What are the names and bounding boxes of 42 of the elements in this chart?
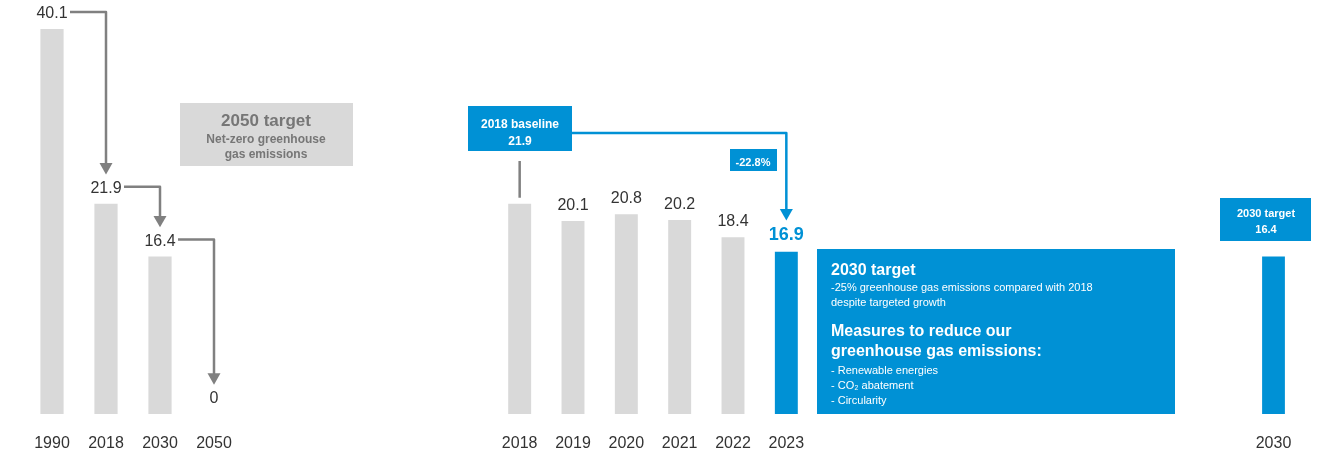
x-tick-label: 2030: [1255, 433, 1292, 451]
x-tick-label: 2020: [608, 433, 645, 451]
data-label: 16.4: [144, 231, 176, 249]
text: greenhouse gas emissions:: [831, 342, 1042, 359]
annotation: 2050 target: [221, 111, 312, 130]
data-label: 20.2: [664, 195, 696, 213]
text: -25% greenhouse gas emissions compared with 2018: [831, 281, 1093, 293]
data-label: 16.9: [768, 223, 804, 244]
data-label: 40.1: [36, 4, 68, 21]
text: despite targeted growth: [831, 296, 946, 308]
text: -22.8%: [735, 156, 771, 168]
x-tick-label: 2030: [142, 433, 178, 451]
text: - Circularity: [831, 394, 888, 406]
text: 2030 target: [1236, 207, 1296, 219]
text: - CO₂ abatement: [831, 379, 914, 391]
x-tick-label: 2022: [715, 433, 751, 451]
text: Measures to reduce our: [831, 322, 1012, 339]
data-label: 20.1: [557, 196, 589, 214]
x-tick-label: 2018: [88, 433, 124, 451]
bar: [774, 251, 798, 414]
text: - Renewable energies: [831, 364, 939, 376]
bar: [721, 237, 745, 414]
annotation: Net-zero greenhouse: [206, 132, 326, 146]
bar: [668, 220, 692, 414]
data-label: 18.4: [717, 212, 749, 230]
data-label: 21.9: [90, 178, 122, 196]
annotation: gas emissions: [224, 147, 308, 161]
bar: [508, 203, 532, 414]
data-label: 20.8: [610, 189, 643, 207]
data-label: 21.9: [508, 134, 532, 148]
x-tick-label: 2021: [661, 433, 698, 451]
text: 2018 baseline: [480, 117, 560, 131]
x-tick-label: 2023: [768, 433, 805, 451]
x-tick-label: 2050: [196, 433, 232, 451]
bar: [614, 214, 638, 414]
x-tick-label: 2019: [555, 433, 591, 451]
data-label: 16.4: [1255, 223, 1278, 235]
bar: [561, 221, 585, 414]
text: 2030 target: [831, 261, 917, 278]
x-tick-label: 2018: [501, 433, 538, 451]
x-tick-label: 1990: [34, 433, 70, 451]
data-label: 0: [209, 389, 219, 406]
